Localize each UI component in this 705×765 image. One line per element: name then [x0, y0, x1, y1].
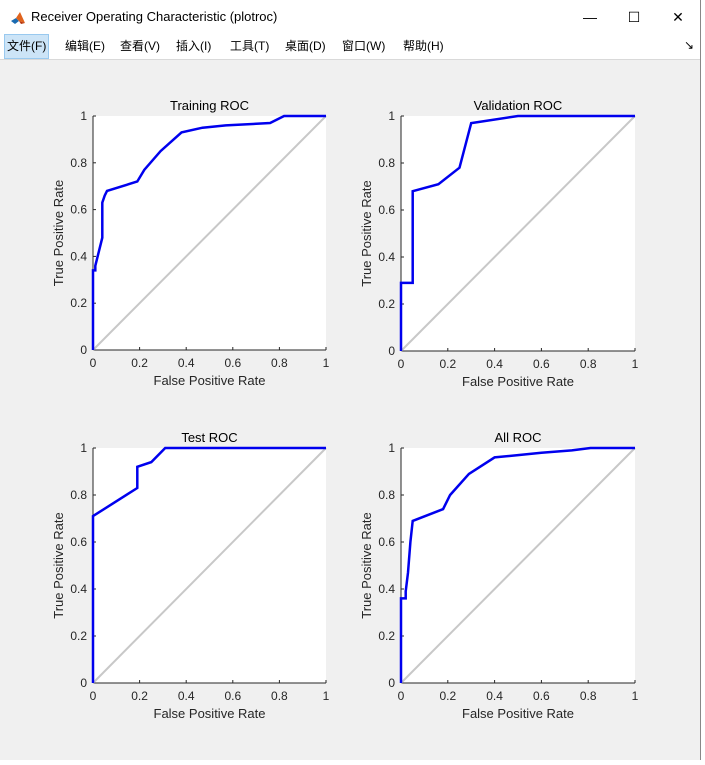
validation-roc-chart: 0 0.2 0.4 0.6 0.8 1 0 0.2 0.4 0.6 0.8 1 Validation R…: [359, 98, 639, 389]
validation-roc-y-tick-label: 0.8: [378, 156, 395, 170]
validation-roc-x-tick-label: 0: [398, 357, 405, 371]
training-roc-x-tick-label: 0.2: [131, 356, 148, 370]
menu-insert[interactable]: 插入(I): [176, 39, 212, 53]
test-roc-y-tick-label: 1: [80, 441, 87, 455]
all-roc-y-tick-label: 0.8: [378, 488, 395, 502]
all-roc-x-label: False Positive Rate: [462, 706, 574, 721]
test-roc-x-tick-label: 0: [90, 689, 97, 703]
test-roc-y-tick-label: 0.8: [70, 488, 87, 502]
validation-roc-x-label: False Positive Rate: [462, 374, 574, 389]
close-button[interactable]: ✕: [672, 8, 684, 25]
all-roc-x-tick-label: 0.8: [580, 689, 597, 703]
all-roc-y-label: True Positive Rate: [359, 512, 374, 618]
arrow-icon[interactable]: ↘: [683, 38, 694, 52]
training-roc-x-tick-label: 0.8: [271, 356, 288, 370]
training-roc-x-tick-label: 0.4: [178, 356, 195, 370]
all-roc-x-tick-label: 0.4: [486, 689, 503, 703]
all-roc-roc-curve: [399, 446, 635, 683]
plot-area: 0 0.2 0.4 0.6 0.8 1 0 0.2 0.4 0.6 0.8 1 Training ROC…: [0, 61, 700, 760]
test-roc-x-tick-label: 1: [323, 689, 330, 703]
validation-roc-diagonal-line: [400, 115, 636, 352]
test-roc-x-tick-label: 0.8: [271, 689, 288, 703]
window-title: Receiver Operating Characteristic (plotr…: [31, 9, 278, 24]
validation-roc-y-label: True Positive Rate: [359, 180, 374, 286]
all-roc-x-tick-label: 0.2: [439, 689, 456, 703]
menu-help[interactable]: 帮助(H): [403, 39, 444, 53]
all-roc-y-tick-label: 0.2: [378, 629, 395, 643]
maximize-button[interactable]: ☐: [627, 8, 641, 25]
training-roc-y-tick-label: 0.6: [70, 203, 87, 217]
validation-roc-title: Validation ROC: [474, 98, 563, 113]
training-roc-y-tick-label: 0.8: [70, 156, 87, 170]
test-roc-y-tick-label: 0: [80, 676, 87, 690]
test-roc-x-tick-label: 0.6: [224, 689, 241, 703]
training-roc-x-label: False Positive Rate: [154, 373, 266, 388]
all-roc-diagonal-line: [400, 447, 636, 684]
all-roc-x-tick-label: 1: [632, 689, 639, 703]
test-roc-title: Test ROC: [181, 430, 237, 445]
all-roc-y-tick-label: 0.4: [378, 582, 395, 596]
training-roc-roc-curve: [91, 114, 326, 350]
training-roc-y-tick-label: 0.2: [70, 296, 87, 310]
validation-roc-roc-curve: [399, 114, 635, 351]
background-strip: [701, 0, 705, 760]
test-roc-y-label: True Positive Rate: [51, 512, 66, 618]
validation-roc-y-tick-label: 1: [388, 109, 395, 123]
validation-roc-x-tick-label: 0.8: [580, 357, 597, 371]
menu-file[interactable]: 文件(F): [4, 34, 50, 59]
training-roc-x-tick-label: 0.6: [224, 356, 241, 370]
validation-roc-y-tick-label: 0.4: [378, 250, 395, 264]
menu-window[interactable]: 窗口(W): [342, 39, 386, 53]
menu-edit[interactable]: 编辑(E): [65, 39, 105, 53]
training-roc-x-tick-label: 0: [90, 356, 97, 370]
menu-tools[interactable]: 工具(T): [230, 39, 270, 53]
training-roc-title: Training ROC: [170, 98, 249, 113]
matlab-logo-icon: [11, 12, 25, 24]
all-roc-x-tick-label: 0: [398, 689, 405, 703]
training-roc-x-tick-label: 1: [323, 356, 330, 370]
all-roc-x-tick-label: 0.6: [533, 689, 550, 703]
test-roc-chart: 0 0.2 0.4 0.6 0.8 1 0 0.2 0.4 0.6 0.8 1 Test ROC Fals…: [51, 430, 330, 721]
validation-roc-y-tick-label: 0: [388, 344, 395, 358]
all-roc-y-tick-label: 0.6: [378, 535, 395, 549]
training-roc-y-tick-label: 0: [80, 343, 87, 357]
menu-view[interactable]: 查看(V): [120, 39, 160, 53]
training-roc-y-tick-label: 1: [80, 109, 87, 123]
training-roc-y-label: True Positive Rate: [51, 180, 66, 286]
menu-bar: 文件(F) 编辑(E) 查看(V) 插入(I) 工具(T) 桌面(D) 窗口(W…: [0, 34, 700, 60]
test-roc-x-tick-label: 0.2: [131, 689, 148, 703]
title-bar: Receiver Operating Characteristic (plotr…: [0, 0, 700, 34]
training-roc-y-tick-label: 0.4: [70, 249, 87, 263]
all-roc-title: All ROC: [495, 430, 542, 445]
minimize-button[interactable]: —: [583, 9, 597, 25]
roc-charts: 0 0.2 0.4 0.6 0.8 1 0 0.2 0.4 0.6 0.8 1 Training ROC…: [51, 98, 639, 721]
test-roc-y-tick-label: 0.4: [70, 582, 87, 596]
test-roc-y-tick-label: 0.2: [70, 629, 87, 643]
validation-roc-y-tick-label: 0.2: [378, 297, 395, 311]
training-roc-diagonal-line: [92, 115, 327, 351]
training-roc-chart: 0 0.2 0.4 0.6 0.8 1 0 0.2 0.4 0.6 0.8 1 Training ROC…: [51, 98, 330, 388]
all-roc-y-tick-label: 0: [388, 676, 395, 690]
all-roc-chart: 0 0.2 0.4 0.6 0.8 1 0 0.2 0.4 0.6 0.8 1 All ROC False…: [359, 430, 639, 721]
validation-roc-x-tick-label: 0.2: [439, 357, 456, 371]
test-roc-diagonal-line: [92, 447, 327, 684]
validation-roc-x-tick-label: 0.4: [486, 357, 503, 371]
test-roc-y-tick-label: 0.6: [70, 535, 87, 549]
test-roc-roc-curve: [91, 446, 326, 683]
test-roc-x-tick-label: 0.4: [178, 689, 195, 703]
test-roc-x-label: False Positive Rate: [154, 706, 266, 721]
all-roc-y-tick-label: 1: [388, 441, 395, 455]
validation-roc-x-tick-label: 1: [632, 357, 639, 371]
menu-desktop[interactable]: 桌面(D): [285, 39, 326, 53]
validation-roc-x-tick-label: 0.6: [533, 357, 550, 371]
validation-roc-y-tick-label: 0.6: [378, 203, 395, 217]
